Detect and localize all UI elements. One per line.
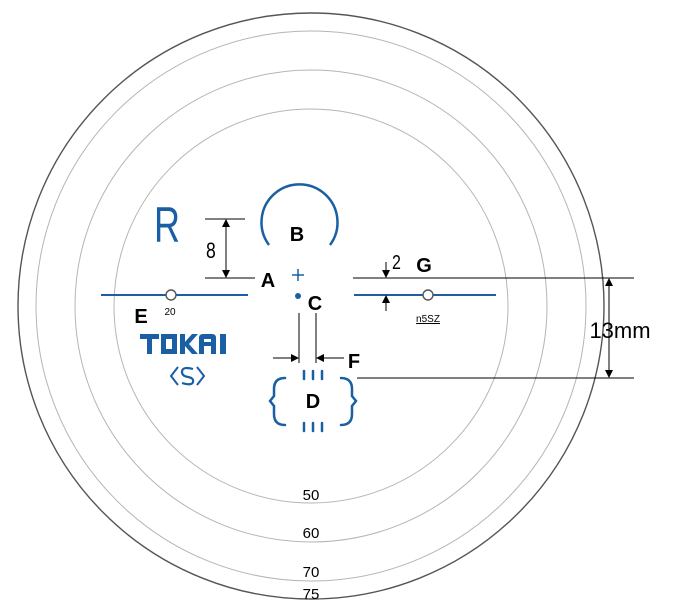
- dimf-left-arrow: [291, 354, 299, 362]
- diameter-circle-70: [35, 30, 587, 582]
- overall-arrow-down: [605, 370, 613, 378]
- label-e: E: [134, 306, 147, 328]
- diameter-label-70: 70: [303, 564, 320, 581]
- diameter-circle-75: [17, 12, 605, 600]
- label-c: C: [308, 293, 322, 315]
- label-f: F: [348, 351, 360, 373]
- diameter-label-75: 75: [303, 586, 320, 603]
- diameter-circle-50: [113, 108, 509, 504]
- dim2-value: 2: [392, 251, 401, 273]
- tokai-logo-icon: [140, 334, 226, 386]
- hidden-mark-circle-icon: [165, 289, 177, 301]
- reading-circle-b: [260, 183, 339, 246]
- side-mark-r: R: [154, 198, 180, 253]
- overall-arrow-up: [605, 278, 613, 286]
- left-mark-number: 20: [164, 307, 176, 318]
- diameter-label-50: 50: [303, 487, 320, 504]
- dim2-arrow-down: [382, 295, 390, 303]
- hidden-mark-circle-icon: [422, 289, 434, 301]
- dim8-arrow-up: [222, 219, 230, 227]
- label-g: G: [416, 255, 432, 277]
- label-a: A: [261, 270, 275, 292]
- dimf-right-arrow: [316, 354, 324, 362]
- dim2-arrow-up: [382, 270, 390, 278]
- diameter-label-60: 60: [303, 525, 320, 542]
- overall-dim-value: 13mm: [589, 318, 650, 343]
- diameter-circle-60: [74, 69, 548, 543]
- dim8-value: 8: [206, 239, 216, 263]
- right-mark-code: n5SZ: [416, 314, 440, 325]
- prism-dot-c: [295, 293, 301, 299]
- label-d: D: [306, 391, 320, 413]
- label-b: B: [290, 224, 304, 246]
- near-zone-d-bracket: [268, 369, 358, 433]
- dim8-arrow-down: [222, 270, 230, 278]
